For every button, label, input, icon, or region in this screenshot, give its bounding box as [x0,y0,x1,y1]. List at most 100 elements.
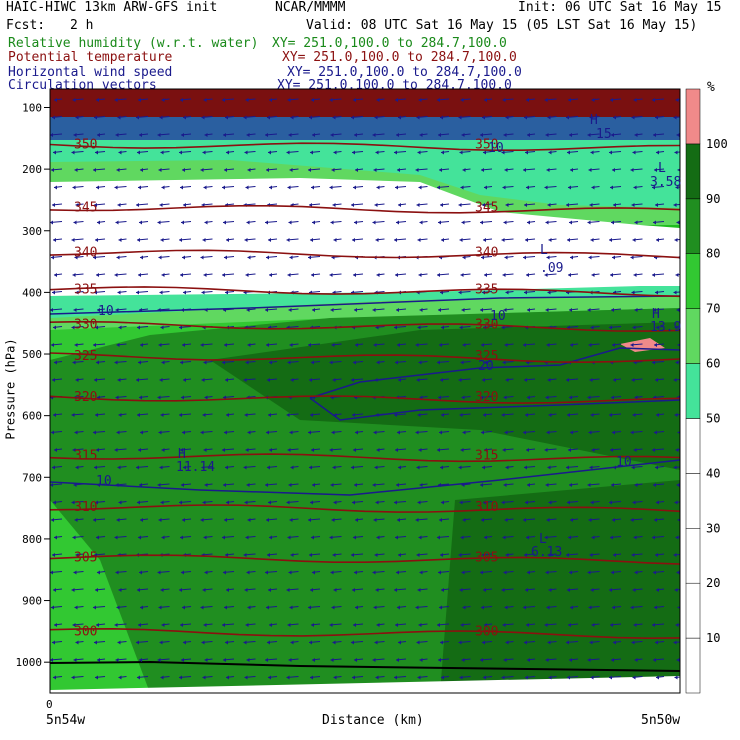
circulation-vector [505,378,514,382]
circulation-vector [372,220,385,225]
circulation-vector [247,605,256,610]
circulation-vector [333,413,342,417]
circulation-vector [544,448,557,452]
circulation-vector [674,588,680,592]
circulation-vector [568,220,579,225]
circulation-vector [610,570,622,575]
circulation-vector [394,185,407,190]
circulation-vector [634,483,643,487]
circulation-vector [522,605,536,610]
circulation-vector [135,203,149,207]
y-axis-label: Pressure (hPa) [3,338,18,440]
wind-label-1: 10 [96,474,112,489]
circulation-vector [591,448,600,452]
colorbar-label: 70 [706,302,720,316]
circulation-vector [459,675,471,680]
circulation-vector [114,448,127,452]
circulation-vector [75,115,84,120]
circulation-vector [439,115,450,120]
circulation-vector [75,465,84,470]
circulation-vector [631,465,643,470]
circulation-vector [202,238,213,242]
circulation-vector [503,658,514,662]
circulation-vector [417,675,428,680]
colorbar-swatch [685,473,701,529]
circulation-vector [73,133,84,137]
circulation-vector [503,483,514,487]
circulation-vector [653,168,665,172]
circulation-vector [161,623,170,627]
circulation-vector [50,518,63,522]
circulation-vector [244,150,256,155]
circulation-vector [182,203,192,207]
circulation-vector [114,360,127,365]
circulation-vector [264,308,278,312]
circulation-vector [114,185,127,190]
x-start-label: 0 [46,698,53,711]
circulation-vector [418,623,428,627]
circulation-vector [204,308,213,312]
circulation-vector [161,360,170,365]
circulation-vector [246,570,256,575]
circulation-vector [117,115,127,120]
circulation-vector [418,448,428,452]
circulation-vector [310,623,321,627]
y-tick-label: 100 [22,101,42,114]
circulation-vector [308,465,321,470]
circulation-vector [114,98,127,102]
circulation-vector [310,185,321,190]
circulation-vector [589,203,600,207]
circulation-vector [222,133,235,137]
circulation-vector [288,658,299,662]
circulation-vector [651,360,665,365]
circulation-vector [245,448,256,452]
circulation-vector [373,605,385,610]
circulation-vector [588,168,600,172]
circulation-vector [590,238,600,242]
circulation-vector [350,115,364,120]
colorbar-swatch [685,143,701,200]
circulation-vector [353,308,364,312]
circulation-vector [545,133,557,137]
circulation-vector [523,203,536,207]
circulation-vector [351,588,364,592]
circulation-vector [225,500,235,505]
circulation-vector [92,605,106,610]
circulation-vector [612,553,622,557]
circulation-vector [244,500,256,505]
circulation-vector [397,203,407,207]
circulation-vector [632,588,643,592]
circulation-vector [202,588,213,592]
circulation-vector [53,360,63,365]
circulation-vector [135,465,149,470]
circulation-vector [462,518,471,522]
circulation-vector [72,185,84,190]
circulation-vector [53,273,63,277]
circulation-vector [50,220,63,225]
circulation-vector [222,220,235,225]
circulation-vector [438,605,450,610]
circulation-vector [611,343,622,347]
circulation-vector [246,483,256,487]
circulation-vector [588,255,600,260]
circulation-vector [96,220,106,225]
circulation-vector [587,658,600,662]
circulation-vector [501,675,514,680]
circulation-vector [286,413,299,417]
circulation-vector [566,238,579,242]
circulation-vector [676,658,680,662]
circulation-vector [674,413,680,417]
circulation-vector [182,290,192,295]
circulation-vector [417,588,428,592]
circulation-vector [268,273,278,277]
circulation-vector [246,308,256,312]
circulation-vector [375,325,385,330]
circulation-vector [612,640,622,645]
circulation-vector [609,535,622,540]
circulation-vector [92,168,106,172]
circulation-vector [460,273,471,277]
colorbar-swatch [685,363,701,419]
annotation-l-3: L [540,243,548,258]
circulation-vector [351,238,364,242]
circulation-vector [268,623,278,627]
